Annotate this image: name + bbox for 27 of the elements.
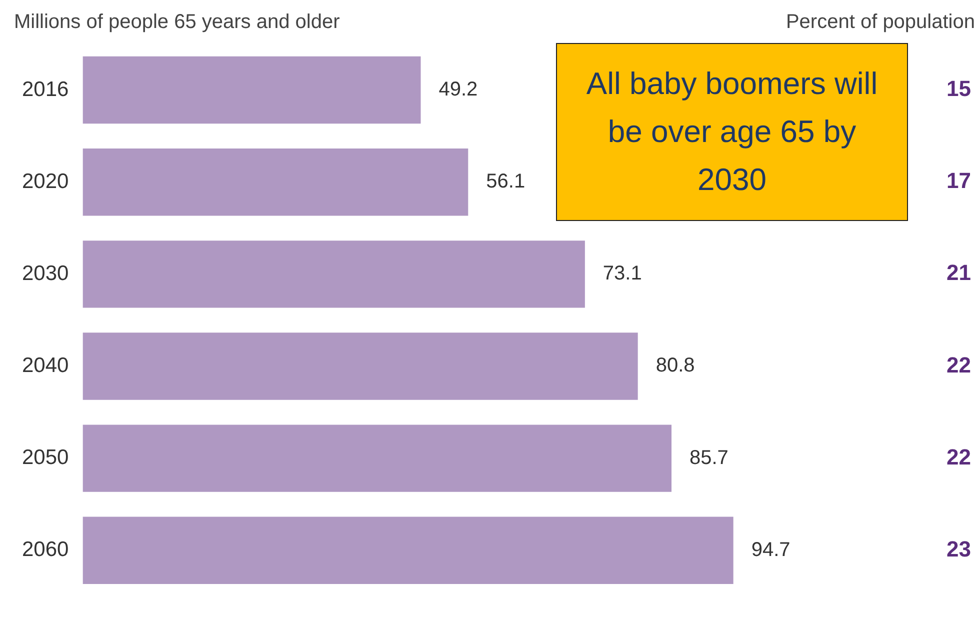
data-label: 94.7	[751, 538, 790, 561]
text: 22	[946, 352, 971, 378]
y-tick-label: 2050	[22, 446, 69, 470]
bar	[82, 516, 734, 584]
data-label: 73.1	[602, 262, 642, 285]
y-tick-label: 2020	[22, 170, 69, 193]
text: Percent of population	[786, 11, 975, 33]
text: 21	[946, 260, 971, 286]
bar	[82, 240, 585, 308]
data-label: 85.7	[690, 446, 728, 469]
data-label: 80.8	[656, 354, 695, 377]
text: 17	[946, 168, 971, 194]
y-tick-label: 2060	[22, 538, 69, 562]
text: 22	[946, 444, 971, 470]
data-label: 49.2	[438, 78, 478, 101]
bar	[82, 424, 672, 492]
text: 23	[946, 536, 971, 562]
annotation: All baby boomers will be over age 65 by 2030	[556, 43, 908, 221]
bar	[82, 56, 421, 124]
bar	[82, 148, 468, 216]
y-tick-label: 2040	[22, 354, 69, 378]
y-tick-label: 2016	[22, 78, 69, 101]
text: 15	[946, 76, 971, 102]
bar	[82, 332, 638, 400]
data-label: 56.1	[486, 170, 526, 193]
y-tick-label: 2030	[22, 262, 69, 285]
chart-title: Millions of people 65 years and older	[14, 11, 340, 33]
